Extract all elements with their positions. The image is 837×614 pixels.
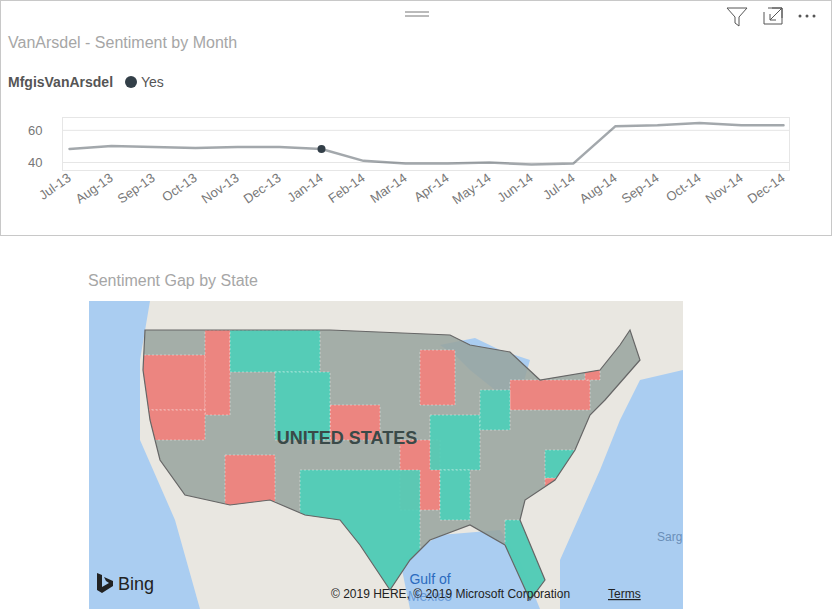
svg-text:May-14: May-14 [449,170,493,207]
svg-text:Aug-13: Aug-13 [73,170,116,206]
svg-text:Terms: Terms [608,587,641,601]
svg-text:Oct-13: Oct-13 [159,170,200,205]
html-text:Sentiment Gap by State: Sentiment Gap by State [88,272,258,289]
svg-text:Nov-13: Nov-13 [199,170,242,206]
svg-text:Dec-14: Dec-14 [745,170,788,206]
svg-text:Jul-13: Jul-13 [36,170,74,203]
svg-text:Feb-14: Feb-14 [325,170,367,206]
svg-text:Jun-14: Jun-14 [494,170,535,205]
html-text:Yes: Yes [141,74,164,90]
svg-text:Sarg: Sarg [657,530,682,544]
html-text:VanArsdel - Sentiment by Month: VanArsdel - Sentiment by Month [8,34,238,51]
svg-text:© 2019 HERE, © 2019 Microsoft: © 2019 HERE, © 2019 Microsoft Corporatio… [331,587,570,601]
svg-text:60: 60 [28,123,42,138]
svg-text:Dec-13: Dec-13 [241,170,284,206]
svg-text:UNITED STATES: UNITED STATES [277,428,417,448]
svg-text:Nov-14: Nov-14 [703,170,746,206]
svg-text:Mar-14: Mar-14 [367,170,409,206]
html-text:MfgisVanArsdel: MfgisVanArsdel [8,74,113,90]
svg-text:Jul-14: Jul-14 [540,170,578,203]
svg-text:Oct-14: Oct-14 [663,170,704,205]
svg-text:Sep-13: Sep-13 [115,170,158,206]
svg-text:Jan-14: Jan-14 [284,170,325,205]
svg-text:40: 40 [28,155,42,170]
svg-text:Bing: Bing [118,574,154,594]
svg-text:Aug-14: Aug-14 [577,170,620,206]
svg-text:Gulf of: Gulf of [409,571,450,587]
svg-text:Apr-14: Apr-14 [411,170,452,205]
svg-text:Sep-14: Sep-14 [619,170,662,206]
